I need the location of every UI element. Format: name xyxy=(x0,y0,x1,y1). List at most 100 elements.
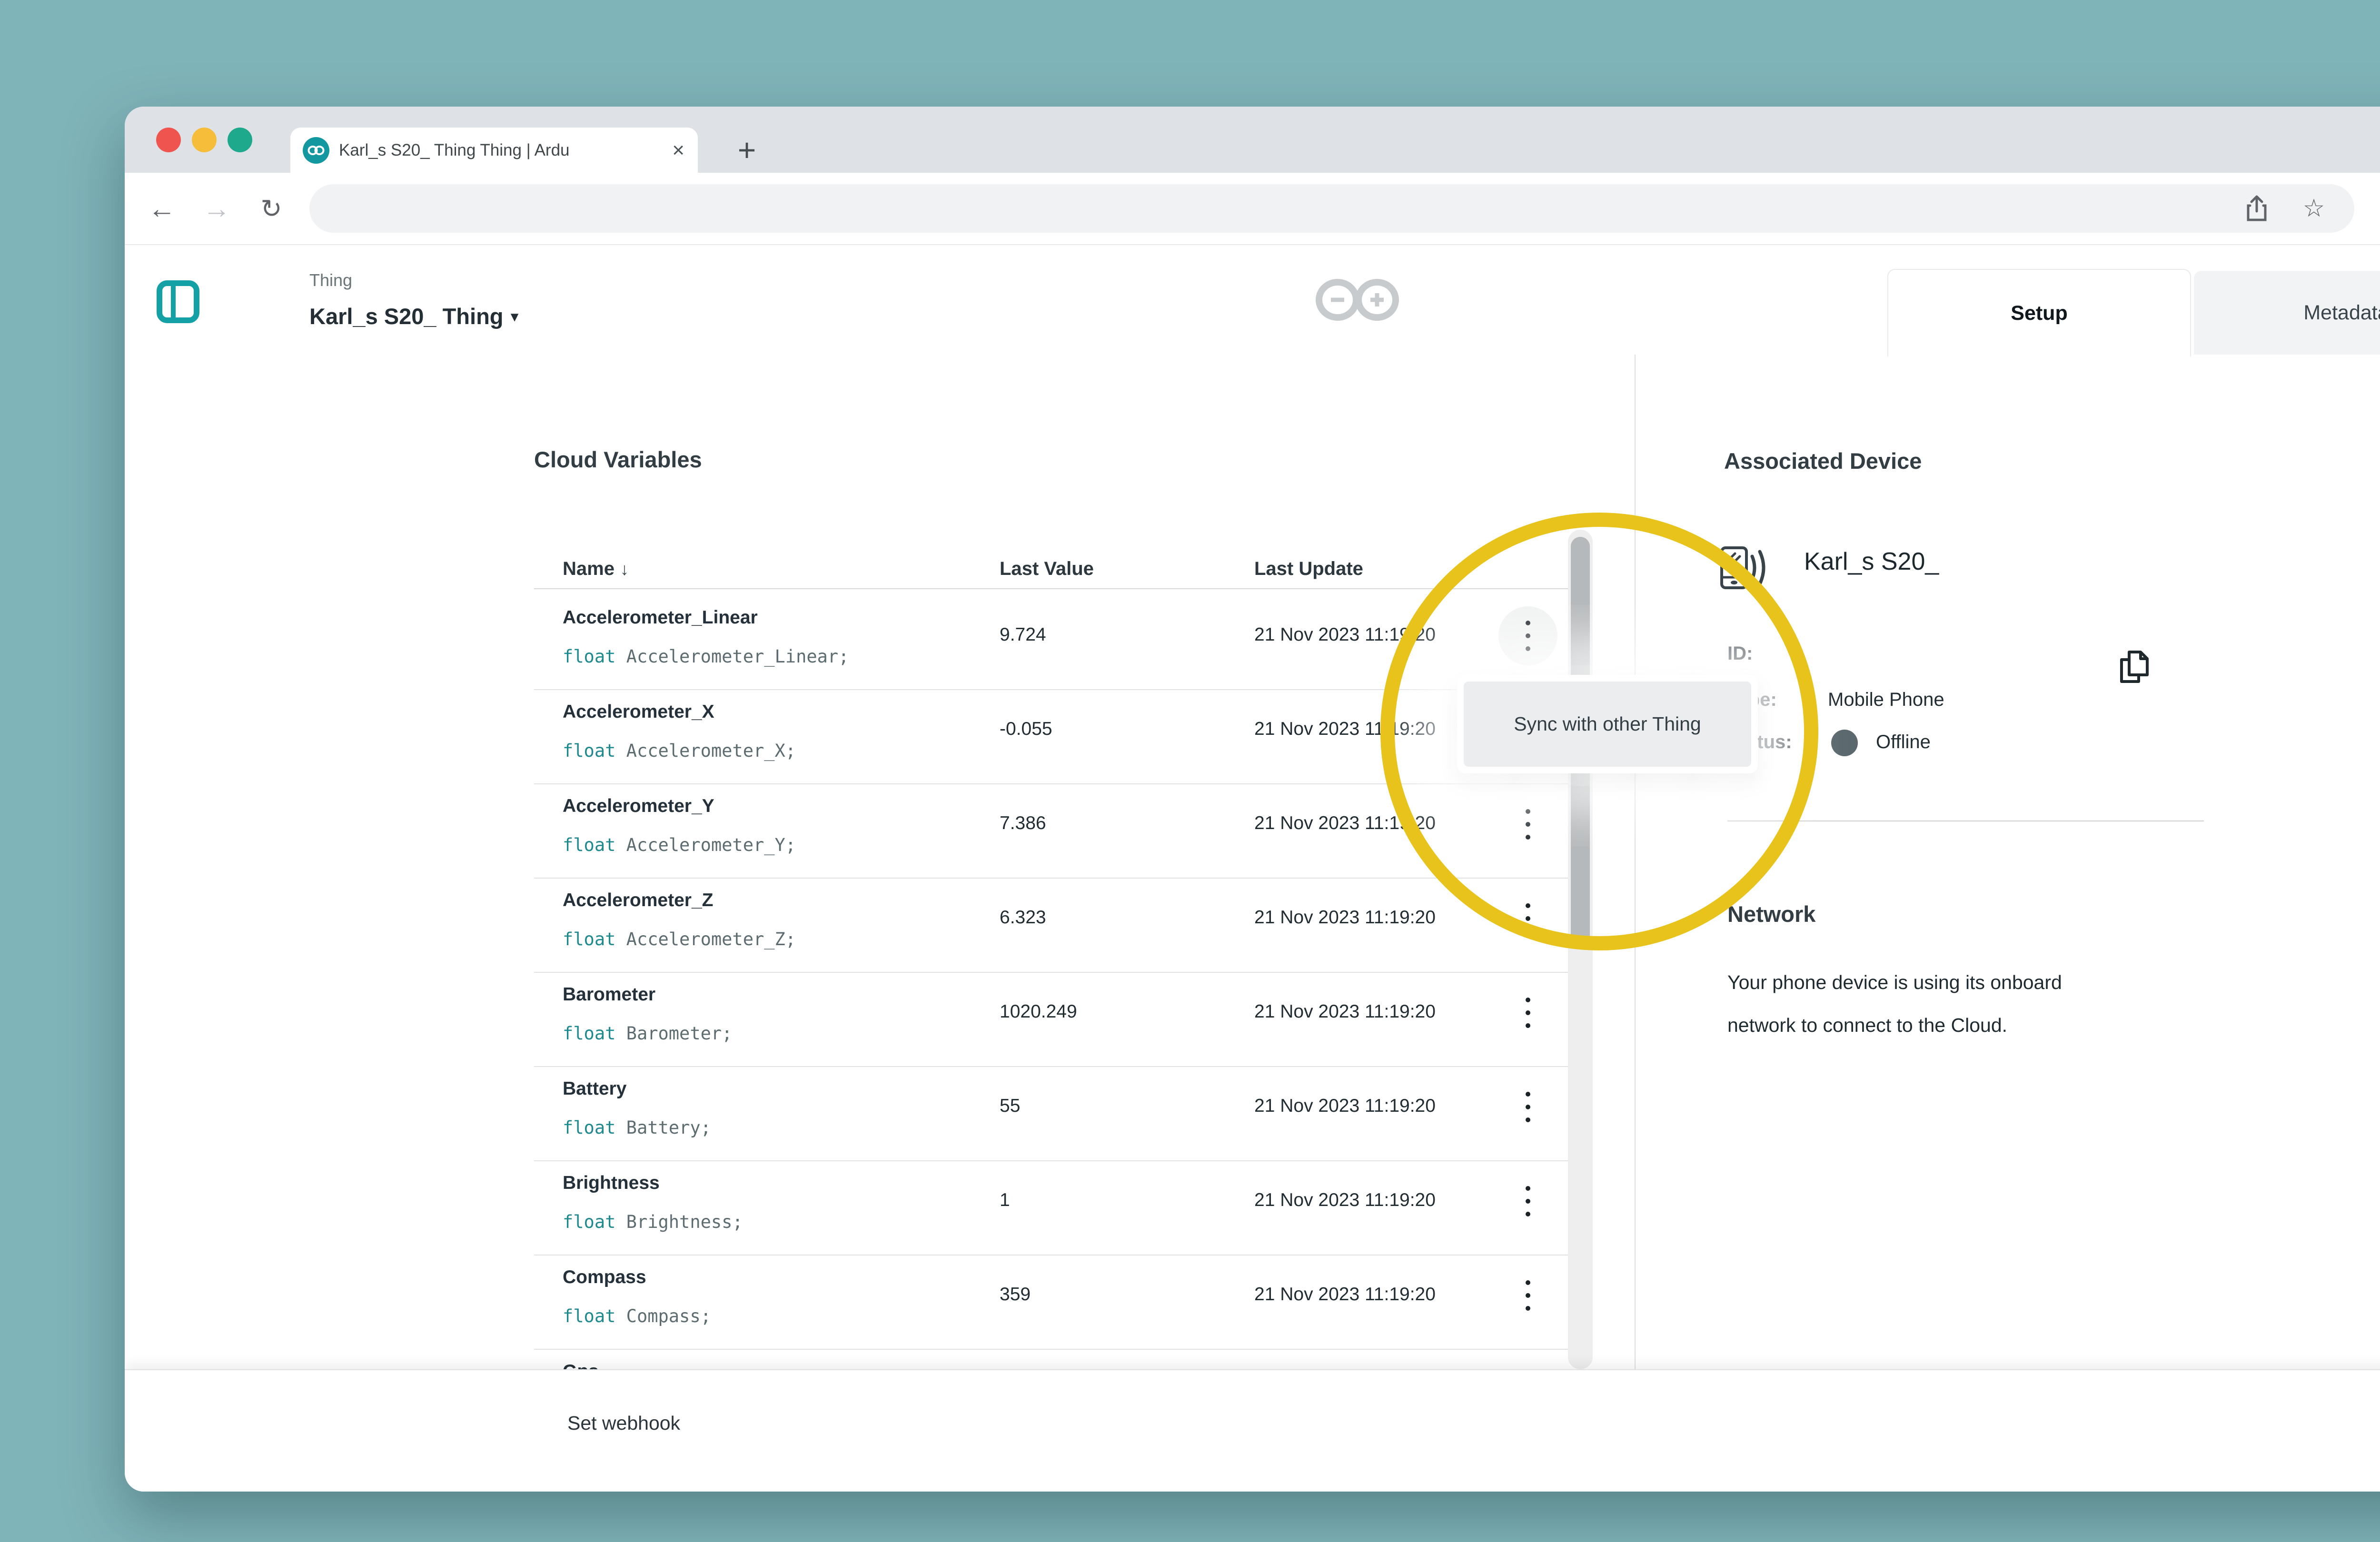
variable-declaration: float Brightness; xyxy=(563,1212,743,1232)
variable-declaration: float Accelerometer_Y; xyxy=(563,835,796,855)
column-header-last-update: Last Update xyxy=(1254,558,1363,579)
thing-title-dropdown[interactable]: Karl_s S20_ Thing ▾ xyxy=(309,304,518,329)
table-row: Barometer float Barometer; 1020.249 21 N… xyxy=(534,972,1568,1067)
arduino-logo-icon xyxy=(1315,277,1400,325)
chevron-down-icon: ▾ xyxy=(511,309,518,325)
cloud-variables-title: Cloud Variables xyxy=(534,447,702,472)
browser-window: Karl_s S20_ Thing Thing | Ardu × + ← → ↻… xyxy=(125,107,2380,1492)
variable-name: Accelerometer_Z xyxy=(563,890,714,910)
column-header-name[interactable]: Name ↓ xyxy=(563,558,629,579)
window-minimize-button[interactable] xyxy=(192,128,217,152)
table-row: Compass float Compass; 359 21 Nov 2023 1… xyxy=(534,1255,1568,1350)
browser-toolbar: ← → ↻ ☆ xyxy=(125,173,2380,245)
row-menu-kebab-icon[interactable] xyxy=(1509,783,1547,865)
variable-last-update: 21 Nov 2023 11:19:20 xyxy=(1254,1001,1436,1022)
set-webhook-link[interactable]: Set webhook xyxy=(567,1412,681,1434)
thing-page-header: Thing Karl_s S20_ Thing▾ Setup Metadata xyxy=(125,245,2380,356)
variable-last-value: 6.323 xyxy=(1000,907,1046,928)
variable-last-value: 55 xyxy=(1000,1096,1021,1116)
back-button[interactable]: ← xyxy=(148,193,176,224)
variable-declaration: float Battery; xyxy=(563,1117,711,1138)
variable-declaration: float Barometer; xyxy=(563,1023,733,1044)
tab-metadata[interactable]: Metadata xyxy=(2194,271,2380,355)
sort-descending-icon: ↓ xyxy=(620,559,629,579)
table-row: Accelerometer_Linear float Accelerometer… xyxy=(534,595,1568,690)
bookmark-star-icon[interactable]: ☆ xyxy=(2302,195,2325,222)
variable-name: Brightness xyxy=(563,1173,660,1193)
variable-name: Accelerometer_Linear xyxy=(563,607,758,628)
browser-tab[interactable]: Karl_s S20_ Thing Thing | Ardu × xyxy=(290,128,698,173)
variable-name: Gps xyxy=(563,1361,599,1369)
associated-device-title: Associated Device xyxy=(1724,448,1922,474)
variable-last-update: 21 Nov 2023 11:19:20 xyxy=(1254,1096,1436,1116)
device-type-value: Mobile Phone xyxy=(1828,689,1944,710)
table-row: Brightness float Brightness; 1 21 Nov 20… xyxy=(534,1160,1568,1255)
thing-setup-content: Cloud Variables Name ↓ Last Value Last Up… xyxy=(125,355,2380,1369)
arduino-favicon-icon xyxy=(303,137,329,164)
device-name: Karl_s S20_ xyxy=(1804,548,1939,575)
variable-last-update: 21 Nov 2023 11:19:20 xyxy=(1254,624,1436,645)
window-zoom-button[interactable] xyxy=(228,128,252,152)
column-header-last-value: Last Value xyxy=(1000,558,1094,579)
variable-last-value: -0.055 xyxy=(1000,719,1052,739)
new-tab-button[interactable]: + xyxy=(737,132,756,168)
menu-item-sync-with-other-thing[interactable]: Sync with other Thing xyxy=(1464,682,1751,767)
row-menu-kebab-icon[interactable] xyxy=(1509,1349,1547,1369)
table-row: Battery float Battery; 55 21 Nov 2023 11… xyxy=(534,1066,1568,1161)
variable-name: Battery xyxy=(563,1078,627,1099)
row-context-menu: Sync with other Thing xyxy=(1457,675,1758,773)
variable-declaration: float Accelerometer_X; xyxy=(563,741,796,761)
table-header-divider xyxy=(534,588,1585,589)
variable-name: Compass xyxy=(563,1267,646,1287)
row-menu-kebab-icon[interactable] xyxy=(1509,878,1547,959)
status-offline-dot xyxy=(1831,730,1858,756)
variable-last-value: 359 xyxy=(1000,1284,1031,1305)
row-menu-kebab-icon[interactable] xyxy=(1509,1066,1547,1148)
table-row: Accelerometer_X float Accelerometer_X; -… xyxy=(534,689,1568,784)
forward-button[interactable]: → xyxy=(203,193,230,224)
variable-last-update: 21 Nov 2023 11:19:20 xyxy=(1254,907,1436,928)
row-menu-kebab-icon[interactable] xyxy=(1509,972,1547,1054)
variable-last-update: 21 Nov 2023 11:19:20 xyxy=(1254,813,1436,833)
tab-close-icon[interactable]: × xyxy=(672,138,684,162)
variable-last-value: 9.724 xyxy=(1000,624,1046,645)
device-section-divider xyxy=(1727,820,2204,821)
variable-last-update: 21 Nov 2023 11:19:20 xyxy=(1254,1284,1436,1305)
row-menu-kebab-icon[interactable] xyxy=(1509,1160,1547,1242)
variable-declaration: float Compass; xyxy=(563,1306,711,1326)
variable-last-value: 7.386 xyxy=(1000,813,1046,833)
extensions-puzzle-icon[interactable] xyxy=(2374,187,2380,230)
variable-name: Accelerometer_X xyxy=(563,702,714,722)
browser-tab-strip: Karl_s S20_ Thing Thing | Ardu × + xyxy=(125,107,2380,173)
table-row: Accelerometer_Y float Accelerometer_Y; 7… xyxy=(534,783,1568,879)
column-divider xyxy=(1635,355,1636,1369)
network-title: Network xyxy=(1727,901,1816,927)
variable-last-value: 1020.249 xyxy=(1000,1001,1077,1022)
row-menu-kebab-icon[interactable] xyxy=(1509,1255,1547,1336)
mobile-phone-icon xyxy=(1717,544,1774,594)
share-icon[interactable] xyxy=(2240,184,2273,233)
variable-name: Accelerometer_Y xyxy=(563,796,714,816)
device-status-value: Offline xyxy=(1876,731,1931,752)
variable-last-update: 21 Nov 2023 11:19:20 xyxy=(1254,719,1436,739)
address-bar[interactable]: ☆ xyxy=(309,184,2354,233)
variable-last-update: 21 Nov 2023 11:19:20 xyxy=(1254,1190,1436,1210)
thing-eyebrow-label: Thing xyxy=(309,270,353,290)
window-close-button[interactable] xyxy=(156,128,181,152)
device-id-label: ID: xyxy=(1727,643,1753,664)
table-scrollbar-track[interactable] xyxy=(1568,530,1593,1369)
variable-name: Barometer xyxy=(563,984,656,1005)
copy-id-icon[interactable] xyxy=(2117,648,2151,688)
network-description: Your phone device is using its onboard n… xyxy=(1727,971,2062,1036)
variable-declaration: float Accelerometer_Linear; xyxy=(563,646,849,667)
table-row: Accelerometer_Z float Accelerometer_Z; 6… xyxy=(534,878,1568,973)
tab-title: Karl_s S20_ Thing Thing | Ardu xyxy=(339,140,570,159)
page-footer: Set webhook xyxy=(125,1369,2380,1492)
row-menu-kebab-icon[interactable] xyxy=(1509,595,1547,677)
tab-setup[interactable]: Setup xyxy=(1887,269,2191,356)
reload-button[interactable]: ↻ xyxy=(260,194,282,223)
sidebar-toggle-icon[interactable] xyxy=(156,280,200,326)
variable-declaration: float Accelerometer_Z; xyxy=(563,929,796,949)
table-row: Gps xyxy=(534,1349,1568,1369)
variable-last-value: 1 xyxy=(1000,1190,1010,1210)
